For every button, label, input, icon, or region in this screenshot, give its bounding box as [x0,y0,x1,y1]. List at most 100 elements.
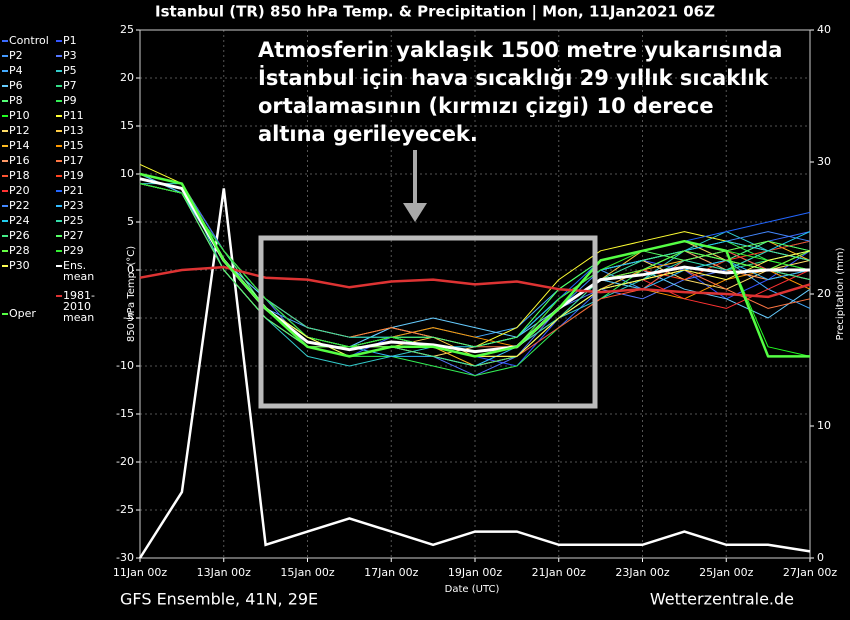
legend-label: 1981-2010 mean [63,289,95,324]
legend-swatch [2,235,8,237]
y2-tick-label: 10 [817,419,831,432]
y2-axis-label: Precipitation (mm) [835,247,846,340]
legend-label: P7 [63,79,77,92]
y-tick-label: -20 [116,455,134,468]
legend-label: P26 [9,229,30,242]
temp-line [139,183,811,348]
precip-line [138,188,811,559]
x-tick-label: 19Jan 00z [448,566,502,579]
legend-label: P17 [63,154,84,167]
legend-label: P18 [9,169,30,182]
legend-swatch [2,160,8,162]
y-tick-label: 15 [120,119,134,132]
legend-label: P9 [63,94,77,107]
legend-label: Ens. mean [63,259,95,283]
legend-label: P29 [63,244,84,257]
annotation: Atmosferin yaklaşık 1500 metre yukarısın… [258,38,782,62]
annotation: altına gerileyecek. [258,122,478,146]
legend-swatch [56,250,62,252]
y-tick-label: 25 [120,23,134,36]
legend-label: P22 [9,199,30,212]
y-tick-label: -10 [116,359,134,372]
x-tick-label: 11Jan 00z [113,566,167,579]
legend-swatch [2,85,8,87]
legend-swatch [2,70,8,72]
x-tick-label: 17Jan 00z [364,566,418,579]
legend-label: P23 [63,199,84,212]
legend-label: P4 [9,64,23,77]
legend-swatch [56,235,62,237]
legend-label: P11 [63,109,84,122]
legend-swatch [2,265,8,267]
y-tick-label: -30 [116,551,134,564]
legend-label: P14 [9,139,30,152]
legend-label: P20 [9,184,30,197]
plot-frame [139,29,811,559]
legend-label: P2 [9,49,23,62]
legend-swatch [56,85,62,87]
legend-swatch [56,175,62,177]
y2-tick-label: 40 [817,23,831,36]
y-tick-label: -15 [116,407,134,420]
y-tick-label: 20 [120,71,134,84]
highlight-box [258,235,598,409]
legend-swatch [2,40,8,42]
legend-label: P16 [9,154,30,167]
legend-label: P25 [63,214,84,227]
y2-tick-label: 20 [817,287,831,300]
legend-swatch [2,313,8,315]
legend-swatch [2,250,8,252]
legend-swatch [56,220,62,222]
legend-label: P12 [9,124,30,137]
x-tick-label: 15Jan 00z [280,566,334,579]
legend-label: P13 [63,124,84,137]
legend-label: P3 [63,49,77,62]
legend-swatch [56,40,62,42]
legend-swatch [56,130,62,132]
annotation: ortalamasının (kırmızı çizgi) 10 derece [258,94,714,118]
legend-label: P1 [63,34,77,47]
temp-line [139,265,811,299]
legend-swatch [56,70,62,72]
temp-line [139,172,810,358]
x-tick-label: 23Jan 00z [615,566,669,579]
legend-swatch [2,115,8,117]
legend-label: P8 [9,94,23,107]
x-tick-label: 21Jan 00z [532,566,586,579]
legend-label: P5 [63,64,77,77]
legend-swatch [56,205,62,207]
legend-label: P21 [63,184,84,197]
arrow-head [403,203,427,222]
legend-swatch [2,205,8,207]
legend-swatch [56,190,62,192]
legend-swatch [56,295,62,297]
footer-right: Wetterzentrale.de [650,590,794,609]
legend-swatch [2,130,8,132]
legend-swatch [56,55,62,57]
legend-label: P10 [9,109,30,122]
y-tick-label: -25 [116,503,134,516]
legend-label: P27 [63,229,84,242]
y2-tick-label: 0 [817,551,824,564]
legend-swatch [2,175,8,177]
x-tick-label: 25Jan 00z [699,566,753,579]
legend-swatch [2,55,8,57]
legend-swatch [2,190,8,192]
legend-label: P19 [63,169,84,182]
legend-label: Oper [9,307,36,320]
annotation: İstanbul için hava sıcaklığı 29 yıllık s… [258,65,770,90]
legend-label: P30 [9,259,30,272]
legend-swatch [56,265,62,267]
legend-label: Control [9,34,49,47]
legend-label: P28 [9,244,30,257]
y-tick-label: 10 [120,167,134,180]
y-tick-label: -5 [123,311,134,324]
legend-swatch [56,145,62,147]
chart-title: Istanbul (TR) 850 hPa Temp. & Precipitat… [155,3,715,22]
x-tick-label: 27Jan 00z [783,566,837,579]
legend-swatch [56,160,62,162]
y-tick-label: 5 [127,215,134,228]
legend-label: P6 [9,79,23,92]
